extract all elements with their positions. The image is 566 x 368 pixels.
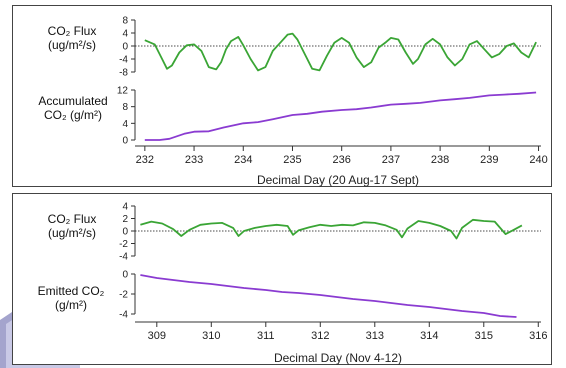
- bottom-accum-series-line: [140, 274, 517, 318]
- bottom-flux-series-line: [140, 218, 523, 240]
- top-accum-tick-label: 8: [122, 102, 128, 113]
- top-flux-tick-label: 4: [122, 29, 128, 40]
- bottom-flux-tick-label: 2: [122, 214, 128, 225]
- bottom-accum-tick-label: -2: [119, 290, 128, 301]
- top-flux-tick-label: 0: [122, 42, 128, 53]
- bottom-x-tick-label: 313: [366, 330, 384, 342]
- top-x-tick-label: 237: [382, 154, 400, 166]
- bottom-x-tick-label: 312: [311, 330, 329, 342]
- top-x-axis-label: Decimal Day (20 Aug-17 Sept): [257, 173, 419, 187]
- chart-top: 8 4 0 -4 -8 12 8 4 0 232 233 234 235 236 237 238 239 240 D…: [117, 16, 548, 188]
- bottom-flux-tick-label: 0: [122, 227, 128, 238]
- bottom-x-tick-label: 314: [420, 330, 438, 342]
- flux-label-bottom: CO₂ Flux (ug/m²/s): [47, 212, 97, 240]
- bottom-x-axis-label: Decimal Day (Nov 4-12): [274, 351, 402, 365]
- top-flux-series-line: [144, 32, 537, 72]
- bottom-flux-tick-label: -2: [119, 239, 128, 250]
- top-accum-tick-label: 12: [117, 86, 129, 97]
- top-x-tick-label: 240: [529, 154, 547, 166]
- top-flux-tick-label: 8: [122, 16, 128, 27]
- top-x-tick-label: 232: [136, 154, 154, 166]
- emitted-label-bottom: Emitted CO₂ (g/m²): [37, 284, 105, 312]
- top-flux-tick-label: -4: [119, 55, 128, 66]
- top-x-tick-label: 238: [431, 154, 449, 166]
- bottom-x-tick-label: 311: [257, 330, 275, 342]
- bottom-x-tick-label: 309: [148, 330, 166, 342]
- top-accum-tick-label: 4: [122, 119, 128, 130]
- top-x-tick-label: 236: [333, 154, 351, 166]
- top-x-tick-label: 233: [185, 154, 203, 166]
- accumulated-label-top: Accumulated CO₂ (g/m²): [38, 94, 108, 122]
- bottom-x-tick-label: 315: [475, 330, 493, 342]
- bottom-x-tick-label: 316: [529, 330, 547, 342]
- top-accum-tick-label: 0: [122, 136, 128, 147]
- top-x-tick-label: 235: [283, 154, 301, 166]
- bottom-flux-tick-label: -4: [119, 252, 128, 263]
- top-flux-tick-label: -8: [119, 68, 128, 79]
- bottom-flux-tick-label: 4: [122, 202, 128, 213]
- bottom-x-tick-label: 310: [202, 330, 220, 342]
- chart-panel-top: CO₂ Flux (ug/m²/s) Accumulated CO₂ (g/m²…: [12, 5, 552, 187]
- flux-label-top: CO₂ Flux (ug/m²/s): [47, 24, 97, 52]
- top-x-tick-label: 234: [234, 154, 252, 166]
- bottom-accum-tick-label: -4: [119, 310, 128, 321]
- top-x-tick-label: 239: [480, 154, 498, 166]
- bottom-accum-tick-label: 0: [122, 270, 128, 281]
- top-accum-series-line: [144, 91, 537, 141]
